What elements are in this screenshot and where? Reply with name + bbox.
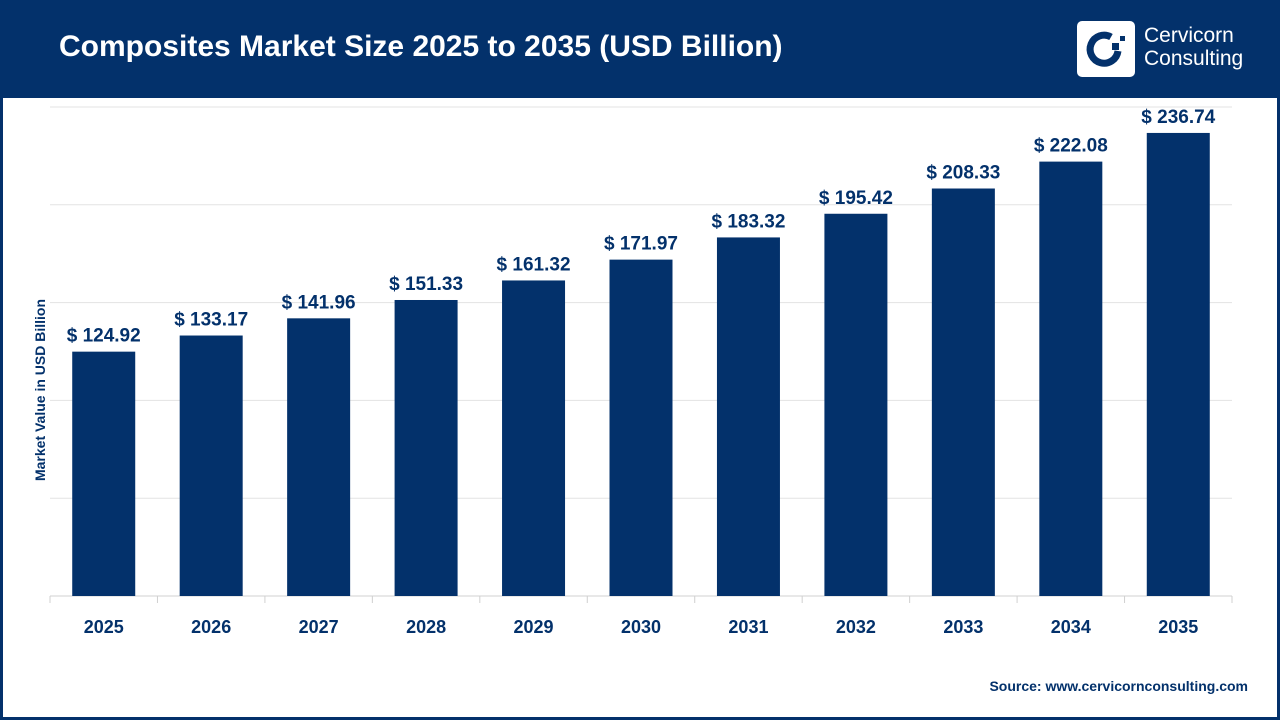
data-label: $ 124.92	[67, 326, 141, 347]
bar-2030	[609, 259, 673, 596]
x-tick-label: 2026	[191, 617, 231, 637]
data-label: $ 195.42	[819, 188, 893, 209]
bar-2031	[716, 237, 780, 596]
header-bar: Composites Market Size 2025 to 2035 (USD…	[0, 0, 1280, 98]
logo-text-line2: Consulting	[1144, 47, 1244, 70]
x-tick-label: 2032	[836, 617, 876, 637]
bar-2029	[502, 280, 566, 596]
data-label: $ 236.74	[1141, 107, 1215, 128]
bar-2027	[287, 318, 351, 596]
data-label: $ 141.96	[282, 292, 356, 313]
chart-title: Composites Market Size 2025 to 2035 (USD…	[59, 30, 783, 63]
x-tick-label: 2033	[943, 617, 983, 637]
x-tick-label: 2029	[514, 617, 554, 637]
data-label: $ 133.17	[174, 310, 248, 331]
x-tick-label: 2027	[299, 617, 339, 637]
x-tick-label: 2028	[406, 617, 446, 637]
x-tick-label: 2034	[1051, 617, 1091, 637]
x-tick-label: 2030	[621, 617, 661, 637]
data-label: $ 183.32	[711, 211, 785, 232]
bar-2033	[931, 188, 995, 596]
bar-2028	[394, 299, 458, 596]
bar-2034	[1039, 161, 1103, 597]
data-label: $ 171.97	[604, 234, 678, 255]
cervicorn-logo-icon	[1077, 21, 1135, 77]
data-label: $ 161.32	[497, 254, 571, 275]
logo-text: Cervicorn Consulting	[1144, 24, 1243, 70]
bar-2025	[72, 351, 136, 596]
y-axis-label: Market Value in USD Billion	[32, 298, 48, 482]
bar-2032	[824, 213, 888, 596]
x-tick-label: 2035	[1158, 617, 1198, 637]
data-label: $ 151.33	[389, 274, 463, 295]
bar-2026	[179, 335, 243, 596]
bar-2035	[1146, 132, 1210, 596]
data-label: $ 222.08	[1034, 136, 1108, 157]
x-tick-label: 2025	[84, 617, 124, 637]
logo-text-line1: Cervicorn	[1144, 24, 1234, 47]
data-label: $ 208.33	[926, 163, 1000, 184]
source-note: Source: www.cervicornconsulting.com	[989, 678, 1248, 694]
x-tick-label: 2031	[728, 617, 768, 637]
